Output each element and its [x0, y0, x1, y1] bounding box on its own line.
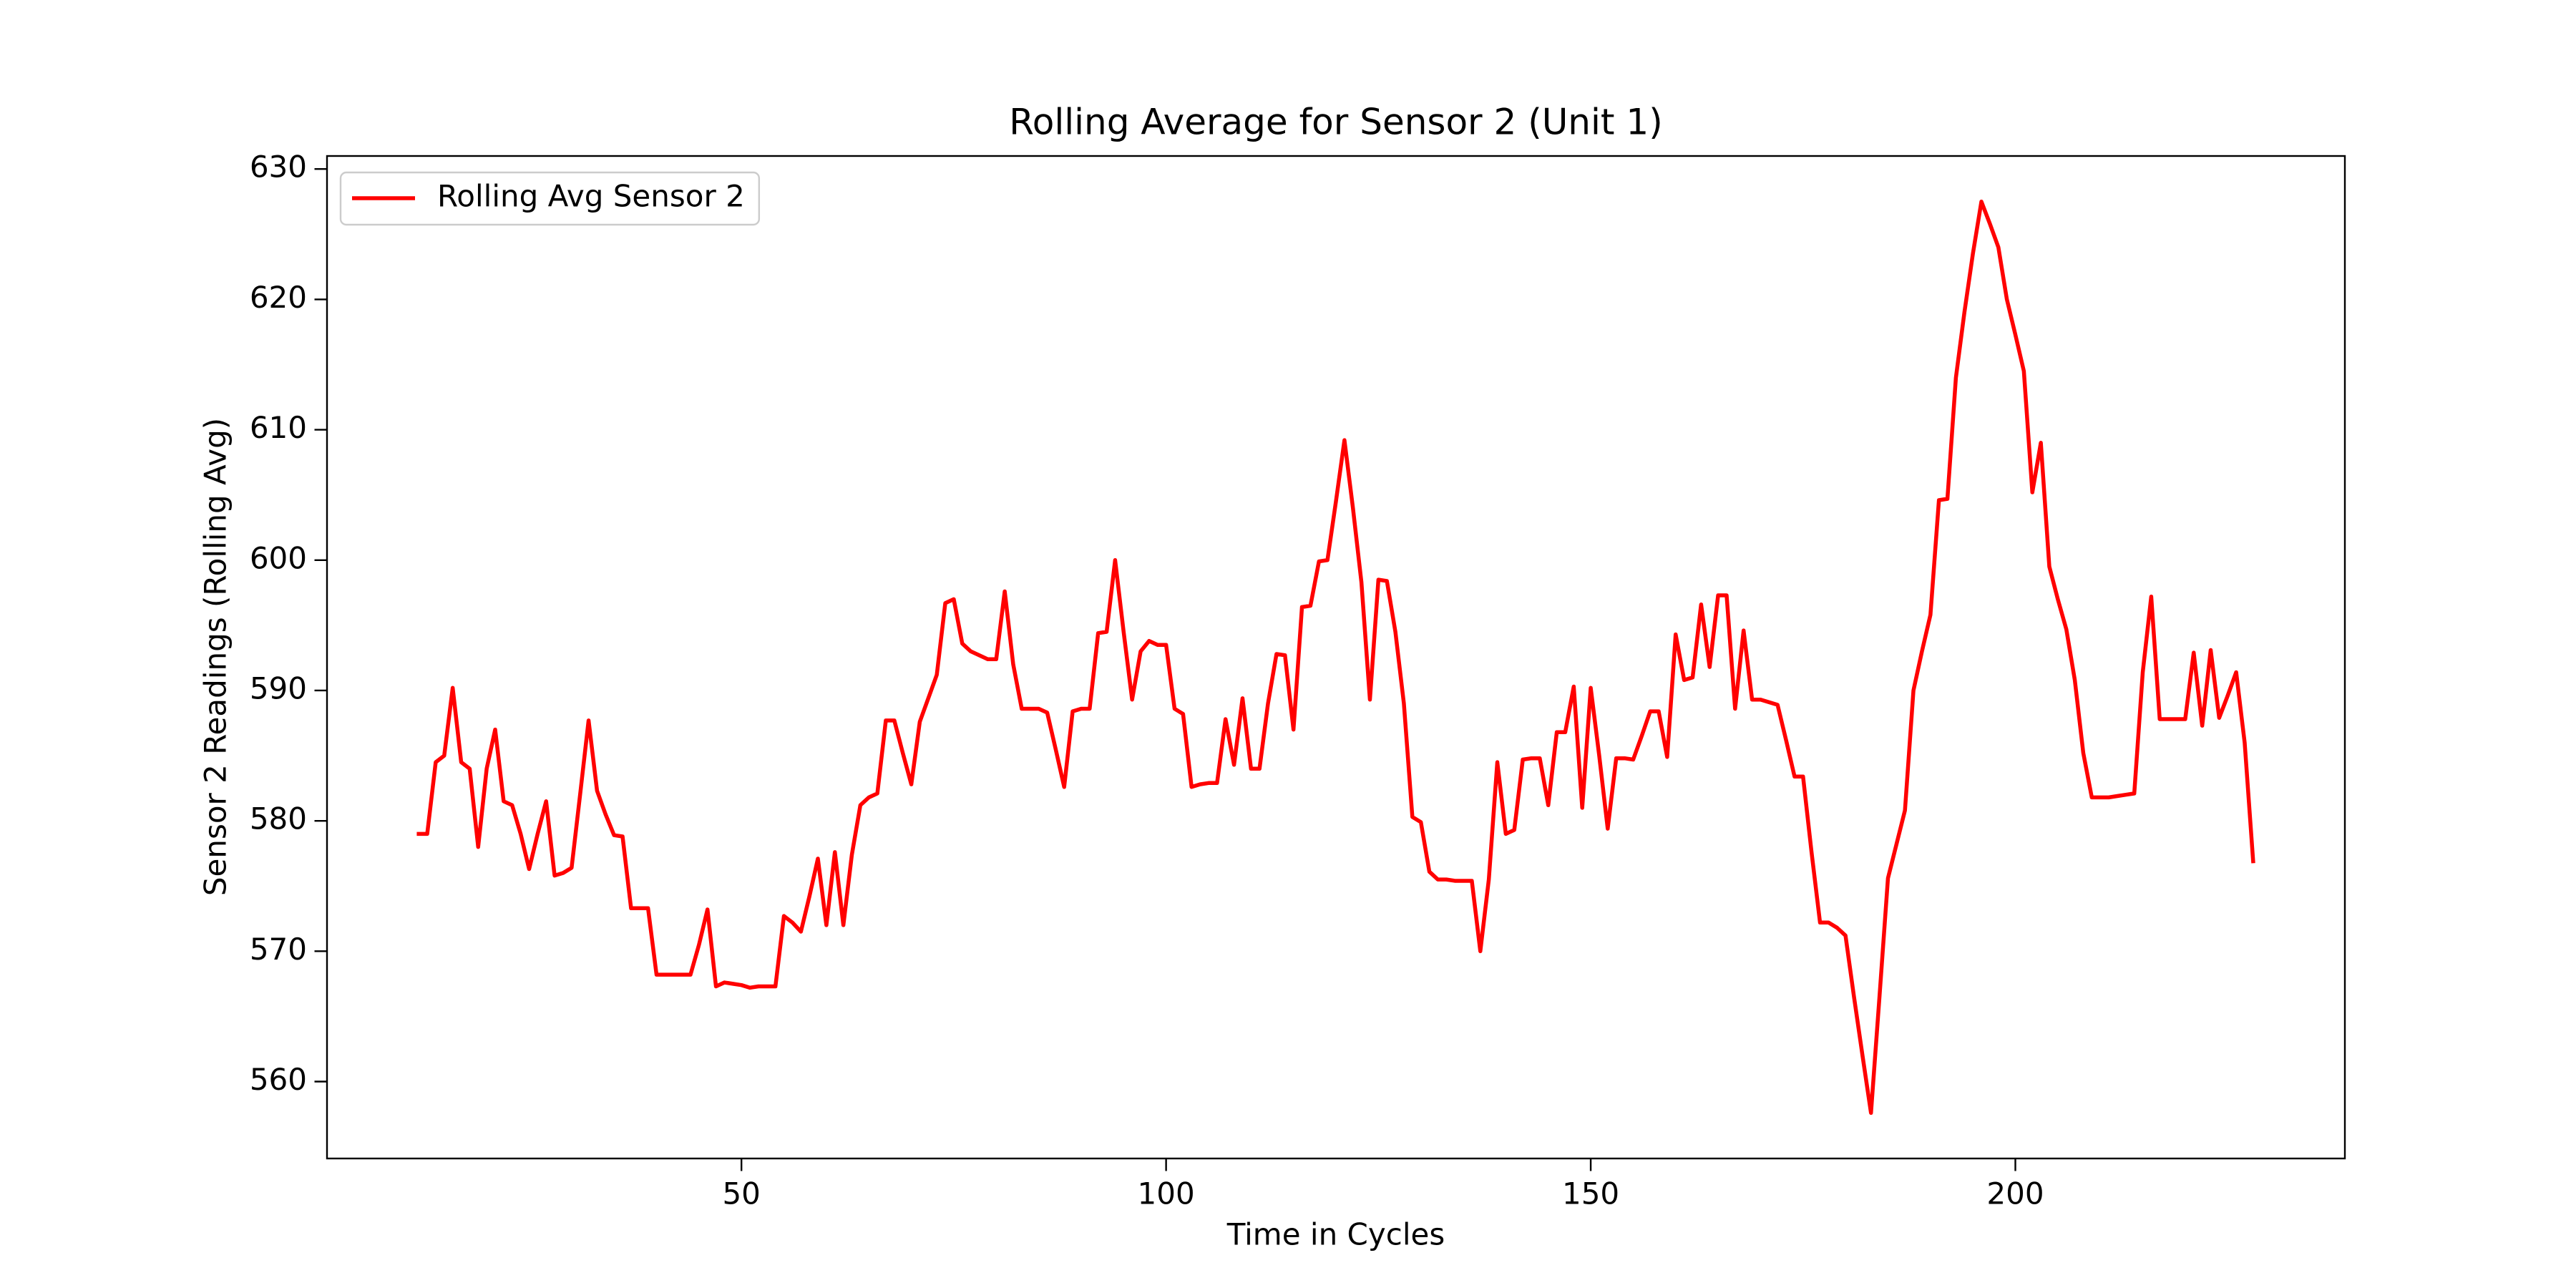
line-series [416, 200, 2255, 1115]
y-tick-label: 620 [250, 280, 307, 315]
y-axis-label: Sensor 2 Readings (Rolling Avg) [198, 418, 233, 896]
y-tick-label: 560 [250, 1062, 307, 1097]
x-tick-label: 200 [1986, 1176, 2044, 1211]
x-tick-label: 50 [722, 1176, 760, 1211]
y-tick-label: 600 [250, 540, 307, 575]
y-tick-label: 610 [250, 410, 307, 445]
plot-frame [326, 155, 2346, 1160]
y-tick-label: 590 [250, 670, 307, 706]
y-tick-label: 580 [250, 801, 307, 836]
legend-box [339, 171, 761, 226]
x-tick-label: 150 [1562, 1176, 1619, 1211]
chart-title: Rolling Average for Sensor 2 (Unit 1) [1009, 102, 1662, 143]
y-tick-label: 570 [250, 932, 307, 967]
y-tick-label: 630 [250, 150, 307, 185]
legend-label: Rolling Avg Sensor 2 [437, 179, 745, 214]
x-tick-label: 100 [1138, 1176, 1195, 1211]
x-axis-label: Time in Cycles [1226, 1217, 1445, 1252]
